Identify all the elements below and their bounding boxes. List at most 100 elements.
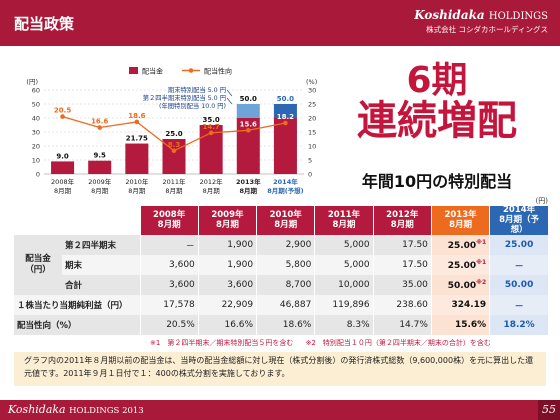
special-dividend-annotation: 第２四半期末特別配当 5.0 円 (143, 93, 226, 102)
headline: 6期 連続増配 (324, 62, 550, 142)
table-row: 合計 3,600 3,600 8,700 10,000 35.00 50.00※… (14, 275, 548, 296)
x-tick-label: 2013年 (236, 177, 261, 186)
annotation-leader (226, 97, 233, 105)
year-header: 2009年 8月期 (197, 206, 257, 236)
table-row: 期末 3,600 1,900 5,800 5,000 17.50 25.00※1… (14, 255, 548, 276)
brand-name: Koshidaka (414, 8, 485, 22)
payout-value-label: 8.3 (168, 141, 181, 149)
table-cell-2014: 50.00 (489, 275, 548, 296)
table-cell: 5,800 (256, 255, 315, 276)
x-tick-label: 8月期 (165, 187, 183, 195)
year-header: 2011年 8月期 (314, 206, 374, 236)
table-cell-2013: 50.00※2 (430, 275, 490, 296)
year-header-2013: 2013年 8月期 (430, 206, 490, 236)
note-1: ※1 第２四半期末／期末特別配当５円を含む (150, 339, 294, 347)
header-bar: 配当政策 Koshidaka HOLDINGS 株式会社 コシダカホールディング… (0, 0, 560, 46)
special-dividend-annotation: (年間特別配当 10.0 円) (159, 101, 226, 110)
bar-dividend (236, 118, 260, 174)
table-cell: 238.60 (372, 295, 432, 316)
x-tick-label: 8月期 (240, 186, 258, 195)
bar-value-label: 35.0 (203, 116, 220, 124)
y-tick-left: 10 (32, 157, 40, 165)
bar-value-label: 21.75 (126, 135, 148, 143)
bar-special (273, 104, 297, 118)
payout-point (208, 130, 214, 136)
table-row: １株当たり当期純利益（円） 17,578 22,909 46,887 119,8… (14, 295, 548, 316)
page-number: 55 (538, 400, 560, 420)
brand-suffix: HOLDINGS (488, 11, 548, 22)
bar-value-label: 50.0 (240, 95, 257, 103)
table-cell-2013: 324.19 (430, 295, 490, 316)
table-cell: 119,896 (314, 295, 374, 316)
y-tick-right: 30 (308, 87, 316, 95)
x-tick-label: 8月期 (128, 187, 146, 195)
headline-line2: 連続増配 (357, 97, 517, 144)
y-tick-right: 20 (308, 115, 316, 123)
table-cell-2013: 15.6% (430, 315, 490, 336)
special-dividend-annotation: 期末特別配当 5.0 円 (168, 85, 226, 94)
year-header: 2012年 8月期 (372, 206, 432, 236)
footnote-box: グラフ内の2011年８月期以前の配当金は、当時の配当金総額に対し現在（株式分割後… (14, 352, 546, 386)
payout-point (60, 114, 65, 119)
table-cell: 3,600 (139, 275, 199, 296)
bar-value-label: 50.0 (277, 95, 294, 103)
table-unit: (円) (535, 197, 548, 205)
payout-value-label: 18.6 (128, 112, 145, 120)
payout-value-label: 16.6 (91, 118, 108, 126)
table-cell: 20.5% (139, 315, 199, 336)
table-cell-2014: 25.00 (489, 235, 548, 256)
table-notes: ※1 第２四半期末／期末特別配当５円を含む ※2 特別配当１０円（第２四半期末／… (150, 338, 501, 348)
legend-swatch-dividend (129, 67, 138, 74)
page-title: 配当政策 (14, 15, 75, 33)
table-cell-2013: 25.00※1 (430, 235, 490, 256)
table-cell: － (139, 235, 199, 256)
table-cell: 18.6% (256, 315, 315, 336)
table-cell: 1,900 (197, 255, 257, 276)
table-cell: 17.50 (372, 235, 432, 256)
y-tick-left: 20 (32, 143, 40, 151)
row-label: 第２四半期末 (62, 235, 140, 256)
table-cell: 5,000 (314, 235, 374, 256)
payout-point (171, 148, 177, 154)
table-cell: 8,700 (256, 275, 315, 296)
x-tick-label: 2010年 (125, 177, 149, 186)
table-row: 配当性向（%） 20.5% 16.6% 18.6% 8.3% 14.7% 15.… (14, 315, 548, 336)
note-mark: ※2 (476, 279, 487, 287)
y-axis-label-left: (円) (26, 78, 38, 86)
note-2: ※2 特別配当１０円（第２四半期末／期末の合計）を含む (305, 339, 491, 347)
dividend-table: 2008年 8月期 2009年 8月期 2010年 8月期 2011年 8月期 2012… (14, 205, 548, 336)
footer-brand: Koshidaka HOLDINGS 2013 (8, 403, 144, 416)
dividend-chart: 0 0 10 5 20 10 30 15 40 20 50 25 60 30 (円) (%) 配当金 配当性向 9.… (26, 67, 317, 196)
table-cell: 8.3% (314, 315, 374, 336)
table-row: 配当金 （円） 第２四半期末 － 1,900 2,900 5,000 17.50 … (14, 235, 548, 296)
row-label: 期末 (62, 255, 140, 276)
table-cell: 46,887 (256, 295, 315, 316)
dividend-group-label: 配当金 （円） (14, 235, 62, 296)
table-corner (14, 206, 140, 236)
bar-dividend (273, 118, 297, 174)
y-tick-left: 40 (32, 115, 40, 123)
x-tick-label: 2008年 (51, 177, 75, 186)
table-cell: 3,600 (197, 275, 257, 296)
y-tick-left: 50 (32, 101, 40, 109)
bar-dividend (199, 125, 223, 174)
row-label: 配当性向（%） (14, 315, 140, 336)
x-tick-label: 8月期 (91, 187, 109, 195)
payout-point (283, 120, 288, 126)
x-tick-label: 8月期 (54, 187, 72, 195)
payout-point (97, 125, 103, 130)
bar-value-label: 25.0 (165, 130, 182, 138)
table-cell-2014: － (489, 295, 548, 316)
table-cell: 5,000 (314, 255, 374, 276)
note-mark: ※1 (476, 259, 487, 267)
table-cell: 35.00 (372, 275, 432, 296)
y-tick-right: 0 (308, 171, 312, 179)
y-tick-right: 10 (308, 143, 316, 151)
note-mark: ※1 (476, 239, 487, 247)
annotation-leader (226, 89, 233, 97)
x-tick-label: 2014年 (273, 177, 298, 186)
year-header-2014: 2014年 8月期（予想） (489, 205, 548, 236)
year-header: 2008年 8月期 (139, 206, 199, 236)
footer-bar: Koshidaka HOLDINGS 2013 55 (0, 400, 560, 420)
x-tick-label: 2009年 (88, 177, 112, 186)
